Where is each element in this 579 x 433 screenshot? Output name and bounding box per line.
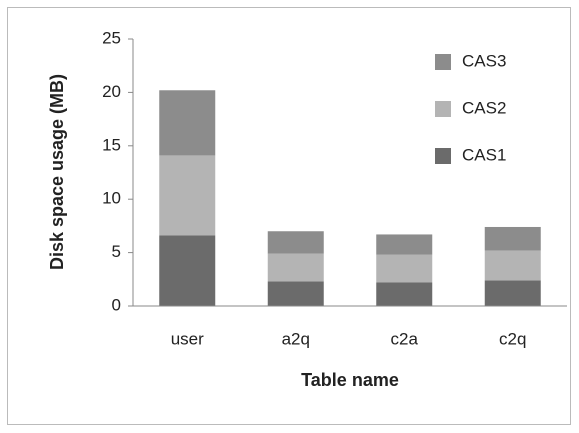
x-tick-label: c2q	[499, 329, 526, 348]
bar-segment	[376, 282, 433, 306]
x-axis-label: Table name	[301, 370, 399, 390]
bar-segment	[484, 250, 541, 281]
bar-segment	[484, 226, 541, 251]
bar-segment	[267, 231, 324, 254]
y-axis-label: Disk space usage (MB)	[47, 74, 67, 270]
x-tick-label: user	[171, 329, 204, 348]
x-tick-label: c2a	[391, 329, 419, 348]
bar-segment	[159, 235, 216, 306]
bar-segment	[267, 281, 324, 306]
bar-segment	[376, 234, 433, 255]
y-tick-label: 15	[102, 135, 121, 154]
legend-label: CAS2	[462, 98, 506, 117]
bar-segment	[376, 254, 433, 283]
chart-frame	[7, 7, 571, 425]
legend-label: CAS3	[462, 51, 506, 70]
x-tick-label: a2q	[282, 329, 310, 348]
bar-segment	[267, 253, 324, 282]
bar-segment	[159, 90, 216, 156]
bar-segment	[484, 280, 541, 306]
legend-swatch	[435, 148, 451, 164]
legend-swatch	[435, 101, 451, 117]
y-tick-label: 20	[102, 82, 121, 101]
legend-label: CAS1	[462, 145, 506, 164]
legend-swatch	[435, 54, 451, 70]
y-tick-label: 5	[112, 242, 121, 261]
y-tick-label: 25	[102, 28, 121, 47]
y-tick-label: 10	[102, 189, 121, 208]
y-tick-label: 0	[112, 295, 121, 314]
bar-segment	[159, 155, 216, 236]
